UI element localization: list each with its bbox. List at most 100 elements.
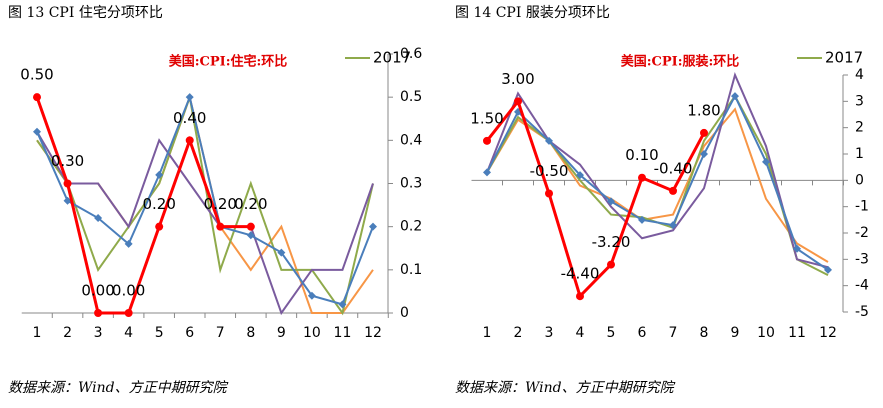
x-tick-label: 9	[731, 325, 740, 341]
x-tick-label: 3	[94, 325, 103, 341]
y-tick-label: 0.6	[400, 46, 422, 62]
x-tick-label: 1	[33, 325, 42, 341]
y-tick-label: 4	[855, 67, 864, 83]
x-tick-label: 4	[124, 325, 133, 341]
point	[33, 127, 41, 136]
y-tick-label: 0.2	[400, 219, 422, 235]
point	[483, 136, 491, 145]
x-tick-label: 2	[514, 325, 523, 341]
point	[307, 291, 316, 300]
data-label: 0.20	[204, 195, 237, 213]
series-line	[486, 93, 829, 271]
y-tick-label: 0.4	[400, 132, 422, 148]
x-tick-label: 7	[216, 325, 225, 341]
y-tick-label: 0	[855, 172, 864, 188]
x-tick-label: 1	[483, 325, 492, 341]
data-label: -4.40	[561, 265, 600, 283]
data-label: -3.20	[592, 233, 631, 251]
x-tick-label: 4	[576, 325, 585, 341]
y-tick-label: 1	[855, 146, 864, 162]
data-label: -0.40	[654, 159, 693, 177]
point	[216, 222, 225, 231]
y-tick-label: -3	[855, 251, 869, 267]
point	[185, 136, 194, 145]
point	[793, 244, 801, 253]
y-tick-label: 0	[400, 305, 409, 321]
x-tick-label: 11	[788, 325, 806, 341]
x-tick-label: 12	[819, 325, 837, 341]
point	[94, 309, 103, 317]
point	[607, 197, 615, 206]
point	[669, 186, 677, 195]
point	[33, 93, 41, 102]
point	[155, 170, 164, 179]
point	[731, 92, 739, 101]
x-tick-label: 6	[185, 325, 194, 341]
y-tick-label: 2	[855, 120, 864, 136]
x-tick-label: 7	[669, 325, 678, 341]
data-label: 0.20	[234, 195, 267, 213]
data-label: 0.00	[81, 282, 114, 300]
y-tick-label: 0.3	[400, 176, 422, 192]
data-label: 0.20	[142, 195, 175, 213]
point	[700, 128, 708, 137]
point	[576, 171, 584, 180]
point	[63, 179, 72, 188]
point	[607, 260, 615, 269]
series-line	[485, 98, 706, 300]
chart-title: 图 13 CPI 住宅分项环比	[8, 5, 163, 21]
x-tick-label: 11	[334, 325, 352, 341]
x-tick-label: 10	[303, 325, 321, 341]
point	[155, 222, 164, 231]
point	[669, 221, 677, 230]
y-tick-label: -4	[855, 278, 869, 294]
x-tick-label: 2	[63, 325, 72, 341]
y-tick-label: 0.5	[400, 89, 422, 105]
data-label: -0.50	[530, 162, 569, 180]
point	[338, 300, 347, 309]
x-tick-label: 6	[638, 325, 647, 341]
series-line	[486, 72, 829, 269]
point	[246, 231, 255, 240]
point	[545, 136, 553, 145]
data-label: 3.00	[501, 70, 534, 88]
chart-title: 图 14 CPI 服装分项环比	[455, 5, 610, 21]
point	[124, 239, 133, 248]
x-tick-label: 9	[277, 325, 286, 341]
y-tick-label: -1	[855, 199, 869, 215]
point	[638, 215, 646, 224]
point	[185, 93, 194, 102]
data-label: 0.40	[173, 109, 206, 127]
x-tick-label: 5	[155, 325, 164, 341]
y-tick-label: -5	[855, 304, 869, 320]
point	[762, 157, 770, 166]
series-line	[35, 96, 251, 315]
point	[124, 309, 133, 317]
point	[63, 196, 72, 205]
point	[545, 189, 553, 198]
legend-label: 2017	[825, 49, 863, 67]
point	[638, 173, 646, 182]
y-tick-label: 0.1	[400, 262, 422, 278]
x-tick-label: 8	[246, 325, 255, 341]
y-tick-label: 3	[855, 93, 864, 109]
x-tick-label: 5	[607, 325, 616, 341]
annotation: 美国:CPI:服装:环比	[621, 54, 740, 70]
data-label: 1.50	[470, 109, 503, 127]
point	[514, 97, 522, 106]
series-line	[36, 131, 374, 316]
data-label: 0.00	[112, 282, 145, 300]
x-tick-label: 8	[700, 325, 709, 341]
point	[824, 265, 832, 274]
point	[94, 214, 103, 223]
legend-label: 2017	[373, 49, 411, 67]
data-label: 0.10	[625, 146, 658, 164]
y-tick-label: -2	[855, 225, 869, 241]
series-line	[36, 93, 374, 306]
data-label: 0.50	[20, 66, 53, 84]
point	[483, 168, 491, 177]
point	[576, 292, 584, 301]
x-tick-label: 10	[757, 325, 775, 341]
point	[700, 150, 708, 158]
